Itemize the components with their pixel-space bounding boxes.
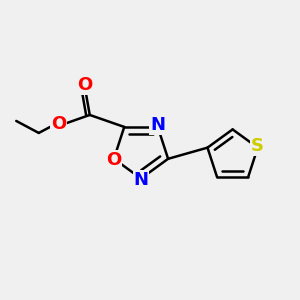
Text: S: S [251, 137, 264, 155]
Text: N: N [134, 171, 148, 189]
Text: O: O [51, 115, 67, 133]
Text: O: O [78, 76, 93, 94]
Text: O: O [106, 151, 122, 169]
Text: N: N [150, 116, 165, 134]
